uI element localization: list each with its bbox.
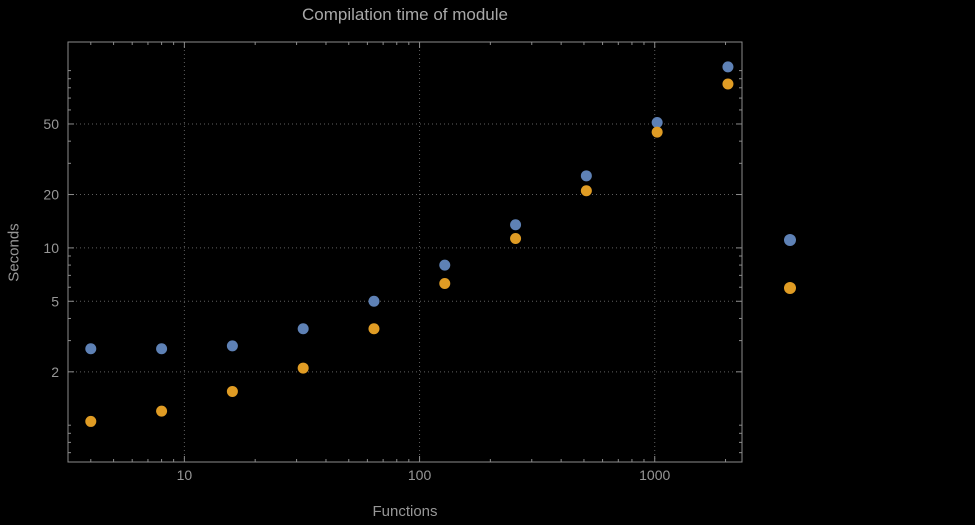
tick-label: 10 — [43, 240, 59, 256]
data-point — [297, 362, 309, 374]
data-point — [85, 343, 97, 355]
tick-label: 1000 — [639, 467, 670, 483]
data-point — [580, 185, 592, 197]
data-point — [439, 277, 451, 289]
tick-label: 5 — [51, 293, 59, 309]
legend-markers — [784, 234, 796, 294]
x-axis-label: Functions — [372, 503, 438, 520]
data-point — [510, 232, 522, 244]
data-point — [368, 323, 380, 335]
data-point — [156, 343, 168, 355]
data-point — [85, 415, 97, 427]
legend-marker-series-blue — [784, 234, 796, 246]
tick-label: 100 — [408, 467, 432, 483]
plot-frame — [67, 41, 743, 463]
data-point — [722, 61, 734, 73]
tick-label: 20 — [43, 187, 59, 203]
y-axis-label: Seconds — [5, 223, 23, 282]
tick-label: 50 — [43, 116, 59, 132]
tick-label: 2 — [51, 364, 59, 380]
data-point — [226, 340, 238, 352]
data-point — [722, 78, 734, 90]
data-point — [226, 385, 238, 397]
data-point — [156, 405, 168, 417]
data-point — [580, 170, 592, 182]
data-point — [651, 126, 663, 138]
legend-marker-series-orange — [784, 282, 796, 294]
tick-label: 10 — [177, 467, 193, 483]
data-point — [439, 259, 451, 271]
data-point — [297, 323, 309, 335]
data-point — [368, 295, 380, 307]
chart-title: Compilation time of module — [302, 5, 508, 24]
data-point — [651, 116, 663, 128]
data-point — [510, 219, 522, 231]
